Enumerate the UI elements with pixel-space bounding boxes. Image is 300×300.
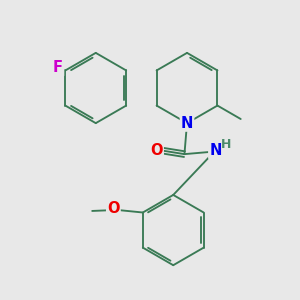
Text: N: N (209, 143, 222, 158)
Text: O: O (107, 201, 120, 216)
Text: H: H (220, 138, 231, 151)
Text: O: O (150, 142, 163, 158)
Text: F: F (53, 60, 63, 75)
Text: N: N (181, 116, 193, 130)
